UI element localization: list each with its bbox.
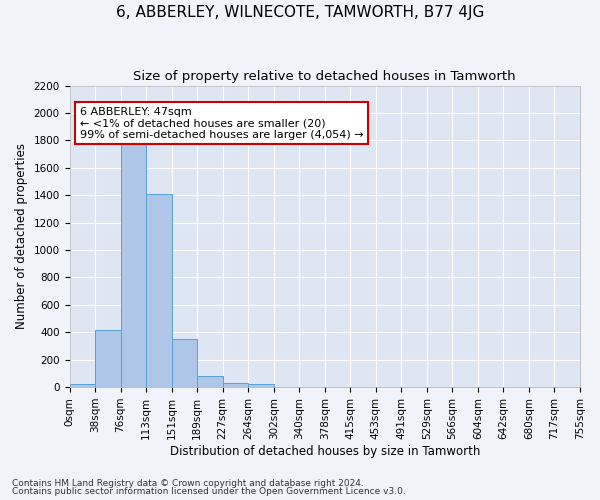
Bar — [248, 384, 274, 387]
Text: Contains HM Land Registry data © Crown copyright and database right 2024.: Contains HM Land Registry data © Crown c… — [12, 478, 364, 488]
Y-axis label: Number of detached properties: Number of detached properties — [15, 144, 28, 330]
Bar — [172, 339, 197, 387]
X-axis label: Distribution of detached houses by size in Tamworth: Distribution of detached houses by size … — [170, 444, 480, 458]
Bar — [223, 383, 248, 387]
Bar — [146, 194, 172, 387]
Bar — [197, 376, 223, 387]
Bar — [70, 384, 95, 387]
Text: 6 ABBERLEY: 47sqm
← <1% of detached houses are smaller (20)
99% of semi-detached: 6 ABBERLEY: 47sqm ← <1% of detached hous… — [80, 106, 364, 140]
Bar — [95, 330, 121, 387]
Title: Size of property relative to detached houses in Tamworth: Size of property relative to detached ho… — [133, 70, 516, 83]
Text: Contains public sector information licensed under the Open Government Licence v3: Contains public sector information licen… — [12, 487, 406, 496]
Text: 6, ABBERLEY, WILNECOTE, TAMWORTH, B77 4JG: 6, ABBERLEY, WILNECOTE, TAMWORTH, B77 4J… — [116, 5, 484, 20]
Bar — [121, 139, 146, 387]
